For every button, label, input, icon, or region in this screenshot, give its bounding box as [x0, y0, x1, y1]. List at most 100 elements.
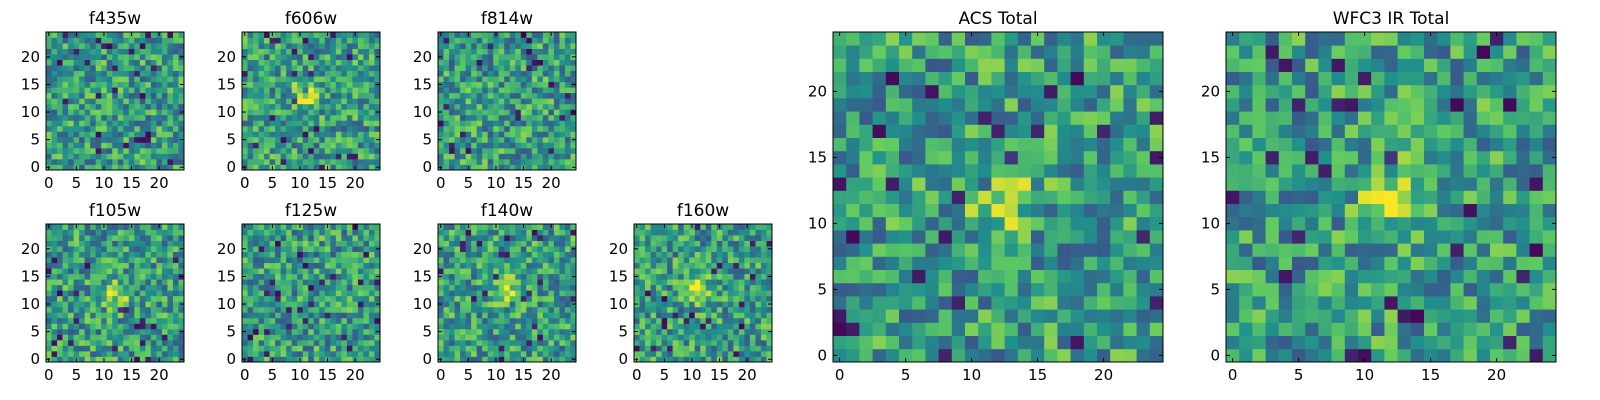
- heatmap-cell: [280, 229, 287, 236]
- heatmap-cell: [79, 98, 86, 105]
- heatmap-cell: [319, 32, 326, 38]
- heatmap-cell: [145, 251, 152, 258]
- heatmap-cell: [167, 158, 174, 165]
- heatmap-cell: [460, 81, 466, 88]
- heatmap-cell: [859, 177, 873, 191]
- heatmap-cell: [308, 125, 315, 132]
- heatmap-cell: [689, 251, 696, 258]
- heatmap-cell: [482, 268, 489, 275]
- heatmap-cell: [363, 251, 370, 258]
- heatmap-cell: [711, 268, 718, 275]
- heatmap-cell: [167, 131, 174, 138]
- heatmap-cell: [341, 356, 348, 363]
- panel-title: f435w: [89, 9, 141, 29]
- heatmap-cell: [570, 76, 577, 83]
- heatmap-cell: [352, 142, 359, 149]
- heatmap-cell: [172, 142, 179, 149]
- heatmap-cell: [297, 48, 304, 55]
- heatmap-cell: [264, 136, 270, 143]
- heatmap-cell: [559, 48, 566, 55]
- heatmap-cell: [738, 312, 745, 319]
- heatmap-cell: [471, 284, 478, 291]
- heatmap-cell: [258, 158, 265, 165]
- axes-frame: [241, 223, 381, 363]
- heatmap-cell: [465, 114, 472, 121]
- heatmap-cell: [733, 257, 740, 264]
- heatmap-cell: [683, 279, 690, 286]
- heatmap-cell: [1070, 335, 1085, 350]
- heatmap-cell: [493, 339, 500, 346]
- heatmap-cell: [733, 284, 740, 291]
- heatmap-cell: [564, 345, 571, 352]
- heatmap-cell: [476, 312, 483, 319]
- heatmap-cell: [117, 125, 124, 132]
- heatmap-cell: [51, 114, 58, 121]
- heatmap-cell: [564, 37, 571, 44]
- heatmap-cell: [145, 312, 152, 319]
- heatmap-cell: [476, 65, 483, 72]
- heatmap-cell: [253, 114, 259, 121]
- heatmap-cell: [705, 224, 712, 230]
- heatmap-cell: [84, 240, 91, 247]
- heatmap-cell: [531, 235, 538, 241]
- heatmap-cell: [449, 356, 455, 363]
- heatmap-cell: [509, 43, 516, 49]
- heatmap-cell: [357, 158, 364, 165]
- heatmap-cell: [650, 251, 657, 258]
- heatmap-cell: [90, 295, 97, 302]
- heatmap-cell: [482, 54, 489, 60]
- heatmap-cell: [319, 246, 326, 252]
- heatmap-cell: [51, 301, 58, 308]
- heatmap-cell: [443, 268, 450, 275]
- heatmap-cell: [90, 334, 97, 341]
- heatmap-cell: [1044, 348, 1058, 363]
- heatmap-cell: [938, 335, 953, 350]
- heatmap-cell: [297, 125, 304, 132]
- heatmap-cell: [542, 136, 549, 143]
- heatmap-cell: [749, 257, 756, 264]
- heatmap-cell: [264, 246, 270, 252]
- heatmap-cell: [570, 290, 577, 297]
- heatmap-cell: [128, 312, 135, 319]
- heatmap-cell: [117, 339, 124, 346]
- heatmap-cell: [449, 114, 455, 121]
- heatmap-cell: [559, 32, 566, 38]
- heatmap-cell: [487, 279, 494, 286]
- heatmap-cell: [1031, 348, 1045, 363]
- heatmap-cell: [139, 92, 146, 99]
- heatmap-cell: [319, 339, 326, 346]
- heatmap-cell: [1057, 309, 1071, 323]
- heatmap-cell: [286, 76, 293, 83]
- heatmap-cell: [672, 334, 679, 341]
- heatmap-cell: [465, 257, 472, 264]
- heatmap-cell: [1149, 282, 1164, 297]
- heatmap-cell: [476, 109, 483, 116]
- heatmap-cell: [57, 59, 63, 66]
- heatmap-cell: [965, 256, 979, 270]
- heatmap-cell: [634, 284, 640, 291]
- heatmap-cell: [1070, 282, 1085, 297]
- heatmap-cell: [504, 235, 511, 241]
- heatmap-cell: [454, 136, 461, 143]
- heatmap-cell: [242, 76, 248, 83]
- heatmap-cell: [156, 59, 163, 66]
- heatmap-cell: [454, 158, 461, 165]
- heatmap-cell: [275, 54, 282, 60]
- heatmap-cell: [694, 323, 701, 330]
- heatmap-cell: [465, 229, 472, 236]
- heatmap-cell: [117, 92, 124, 99]
- heatmap-cell: [57, 301, 63, 308]
- heatmap-cell: [487, 235, 494, 241]
- heatmap-cell: [51, 229, 58, 236]
- heatmap-cell: [346, 70, 353, 77]
- heatmap-cell: [689, 328, 696, 335]
- heatmap-cell: [291, 136, 298, 143]
- heatmap-cell: [95, 48, 102, 55]
- heatmap-cell: [711, 284, 718, 291]
- heatmap-cell: [73, 37, 80, 44]
- heatmap-cell: [297, 65, 304, 72]
- heatmap-cell: [504, 92, 511, 99]
- heatmap-cell: [1123, 348, 1137, 363]
- heatmap-cell: [145, 284, 152, 291]
